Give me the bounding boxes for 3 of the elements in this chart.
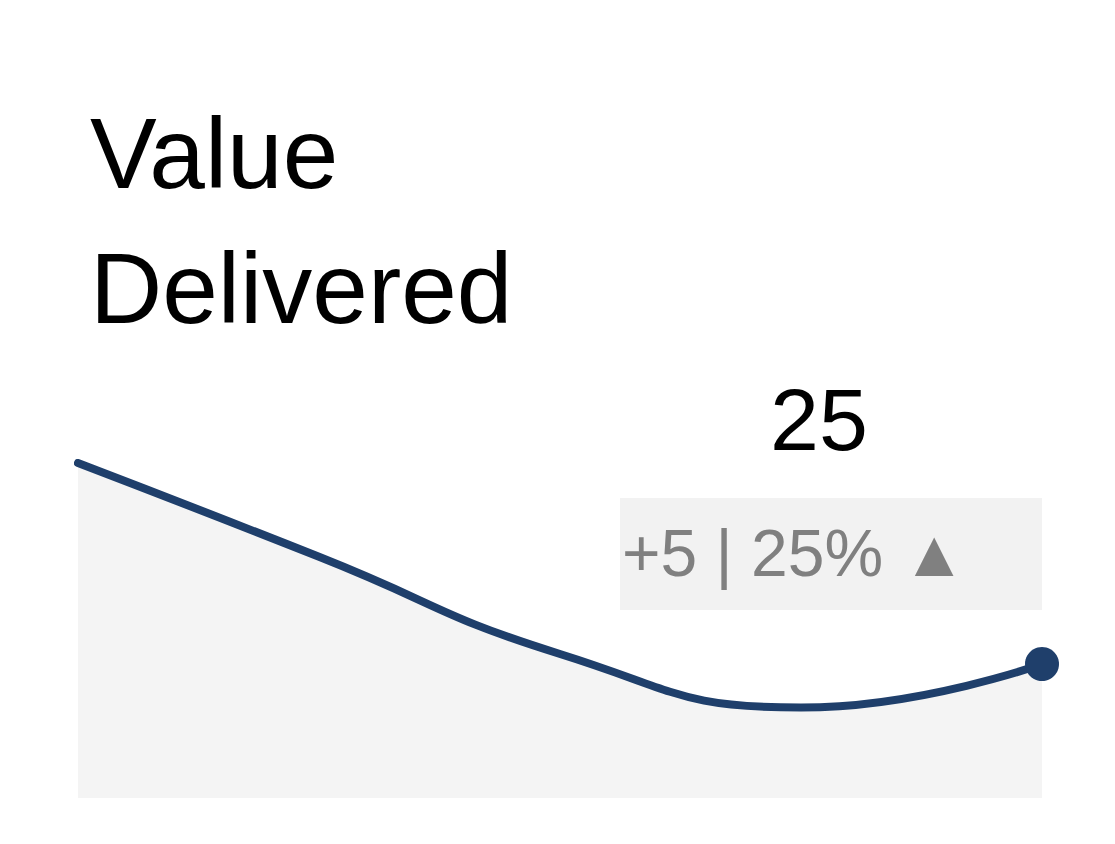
annotation: +5 | 25% ▲ xyxy=(622,516,967,590)
chart-title: Value Delivered xyxy=(90,96,513,344)
annotation: 25 xyxy=(770,369,868,469)
